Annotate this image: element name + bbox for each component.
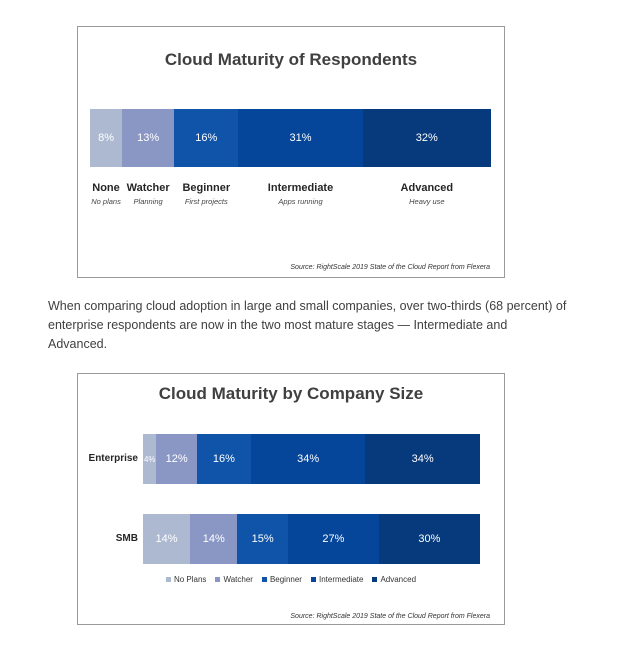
bar-segment-intermediate: 27%	[287, 514, 379, 564]
bar-segment-none: 8%	[90, 109, 123, 167]
bar-segment-advanced: 32%	[362, 109, 491, 167]
bar-segment-beginner: 15%	[237, 514, 288, 564]
bar-segment-watcher: 13%	[122, 109, 175, 167]
category-name: Beginner	[182, 182, 231, 194]
category-name: Advanced	[400, 182, 454, 194]
category-intermediate: Intermediate Apps running	[268, 182, 333, 206]
body-paragraph: When comparing cloud adoption in large a…	[48, 299, 567, 351]
legend-label: Watcher	[223, 575, 253, 584]
category-name: None	[92, 182, 120, 194]
chart-maturity-of-respondents: Cloud Maturity of Respondents 8% 13% 16% 31…	[77, 26, 505, 278]
legend: No Plans Watcher Beginner Intermediate Advan…	[78, 575, 504, 584]
legend-swatch	[261, 577, 267, 582]
source-note: Source: RightScale 2019 State of the Clo…	[290, 613, 490, 620]
legend-swatch	[215, 577, 221, 582]
bar-segment-no-plans: 14%	[143, 514, 191, 564]
category-subtitle: Heavy use	[409, 197, 445, 206]
category-subtitle: Apps running	[278, 197, 323, 206]
legend-swatch	[310, 577, 316, 582]
legend-label: No Plans	[173, 575, 207, 584]
legend-item-advanced: Advanced	[372, 575, 416, 584]
bar-segment-no-plans: 4%	[143, 434, 157, 484]
stacked-bar-enterprise: 4% 12% 16% 34% 34%	[143, 434, 480, 484]
bar-segment-advanced: 34%	[365, 434, 480, 484]
legend-item-intermediate: Intermediate	[310, 575, 364, 584]
chart-maturity-by-company-size: Cloud Maturity by Company Size Enterpris…	[77, 373, 505, 625]
row-label-enterprise: Enterprise	[88, 453, 138, 464]
bar-segment-advanced: 30%	[378, 514, 480, 564]
legend-swatch	[165, 577, 171, 582]
stacked-bar: 8% 13% 16% 31% 32%	[90, 109, 491, 167]
category-advanced: Advanced Heavy use	[401, 182, 454, 206]
source-note: Source: RightScale 2019 State of the Clo…	[290, 264, 490, 271]
category-subtitle: Planning	[133, 197, 163, 206]
legend-item-watcher: Watcher	[215, 575, 253, 584]
bar-segment-watcher: 12%	[156, 434, 197, 484]
category-name: Watcher	[126, 182, 170, 194]
category-subtitle: First projects	[184, 197, 228, 206]
category-watcher: Watcher Planning	[127, 182, 170, 206]
bar-segment-intermediate: 34%	[250, 434, 366, 484]
bar-segment-beginner: 16%	[174, 109, 239, 167]
stacked-bar-smb: 14% 14% 15% 27% 30%	[143, 514, 480, 564]
bar-segment-watcher: 14%	[190, 514, 238, 564]
category-name: Intermediate	[267, 182, 334, 194]
row-label-smb: SMB	[115, 533, 138, 544]
category-subtitle: No plans	[91, 197, 121, 206]
chart-title: Cloud Maturity by Company Size	[158, 384, 424, 403]
bar-segment-beginner: 16%	[196, 434, 251, 484]
legend-item-no-plans: No Plans	[165, 575, 207, 584]
legend-label: Intermediate	[318, 575, 364, 584]
category-beginner: Beginner First projects	[182, 182, 230, 206]
legend-label: Advanced	[380, 575, 417, 584]
chart-title: Cloud Maturity of Respondents	[164, 50, 418, 69]
category-none: None No plans	[91, 182, 121, 206]
category-labels: None No plans Watcher Planning Beginner First…	[90, 182, 491, 222]
legend-swatch	[372, 577, 378, 582]
bar-segment-intermediate: 31%	[238, 109, 363, 167]
legend-item-beginner: Beginner	[261, 575, 302, 584]
legend-label: Beginner	[269, 575, 302, 584]
